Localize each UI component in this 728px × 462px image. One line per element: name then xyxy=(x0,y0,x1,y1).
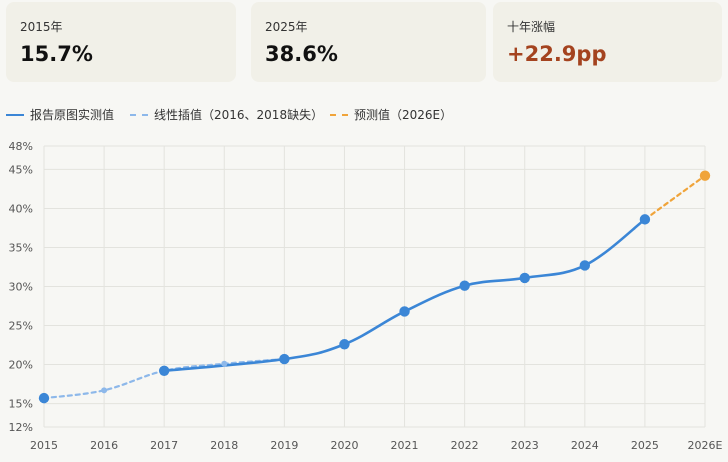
x-tick-label: 2018 xyxy=(210,439,238,452)
data-point-0[interactable] xyxy=(279,353,290,365)
y-tick-label: 30% xyxy=(9,281,33,294)
data-point-0[interactable] xyxy=(339,339,350,350)
legend-label: 线性插值（2016、2018缺失） xyxy=(154,108,324,122)
x-tick-label: 2025 xyxy=(631,439,659,452)
legend-item-forecast[interactable]: 预测值（2026E） xyxy=(330,106,452,123)
legend-swatch-dashed xyxy=(130,113,148,116)
x-tick-label: 2026E xyxy=(688,439,723,452)
legend-swatch-solid xyxy=(6,113,24,116)
data-point-0[interactable] xyxy=(639,214,651,225)
card-label: 2025年 xyxy=(265,20,308,34)
series-line-2 xyxy=(643,174,707,221)
data-point-0[interactable] xyxy=(519,272,530,284)
chart-markers xyxy=(38,170,711,404)
data-point-2[interactable] xyxy=(699,170,711,181)
x-tick-label: 2020 xyxy=(330,439,358,452)
x-tick-label: 2021 xyxy=(391,439,419,452)
data-point-0[interactable] xyxy=(459,280,470,291)
y-tick-label: 35% xyxy=(9,241,33,254)
legend-item-interpolated[interactable]: 线性插值（2016、2018缺失） xyxy=(130,106,323,123)
x-tick-label: 2024 xyxy=(571,439,599,452)
card-2025: 2025年 38.6% xyxy=(251,2,486,82)
data-point-0[interactable] xyxy=(579,260,591,271)
data-point-0[interactable] xyxy=(38,392,50,404)
y-tick-label: 12% xyxy=(9,421,33,434)
x-axis-labels: 2015 2016 2017 2018 2019 2020 2021 2022 2023 2024… xyxy=(30,439,723,452)
legend-item-measured[interactable]: 报告原图实测值 xyxy=(6,106,114,123)
y-tick-label: 45% xyxy=(9,163,33,176)
card-value: 38.6% xyxy=(265,42,338,66)
legend-swatch-orange xyxy=(330,113,348,116)
card-label: 2015年 xyxy=(20,20,63,34)
summary-cards: 2015年 15.7% 2025年 38.6% 十年涨幅 +22.9pp xyxy=(6,2,722,82)
legend-label: 报告原图实测值 xyxy=(30,108,115,122)
data-point-0[interactable] xyxy=(158,365,170,376)
y-tick-label: 25% xyxy=(9,320,33,333)
x-tick-label: 2017 xyxy=(150,439,178,452)
x-tick-label: 2015 xyxy=(30,439,58,452)
card-2015: 2015年 15.7% xyxy=(6,2,236,82)
y-tick-label: 40% xyxy=(9,202,33,215)
data-point-0[interactable] xyxy=(399,306,410,317)
x-tick-label: 2016 xyxy=(90,439,118,452)
x-tick-label: 2022 xyxy=(451,439,479,452)
y-axis-labels: 12% 15% 20% 25% 30% 35% 40% 45% 48% xyxy=(9,140,33,434)
card-value: +22.9pp xyxy=(507,42,607,66)
data-point-1[interactable] xyxy=(101,387,108,394)
card-change: 十年涨幅 +22.9pp xyxy=(493,2,722,82)
x-tick-label: 2019 xyxy=(270,439,298,452)
y-tick-label: 48% xyxy=(9,140,33,153)
card-value: 15.7% xyxy=(20,42,93,66)
y-tick-label: 15% xyxy=(9,398,33,411)
y-tick-label: 20% xyxy=(9,359,33,372)
x-tick-label: 2023 xyxy=(511,439,539,452)
legend-label: 预测值（2026E） xyxy=(354,108,453,122)
card-label: 十年涨幅 xyxy=(507,20,556,34)
data-point-1[interactable] xyxy=(221,360,228,367)
chart-grid xyxy=(43,145,706,428)
